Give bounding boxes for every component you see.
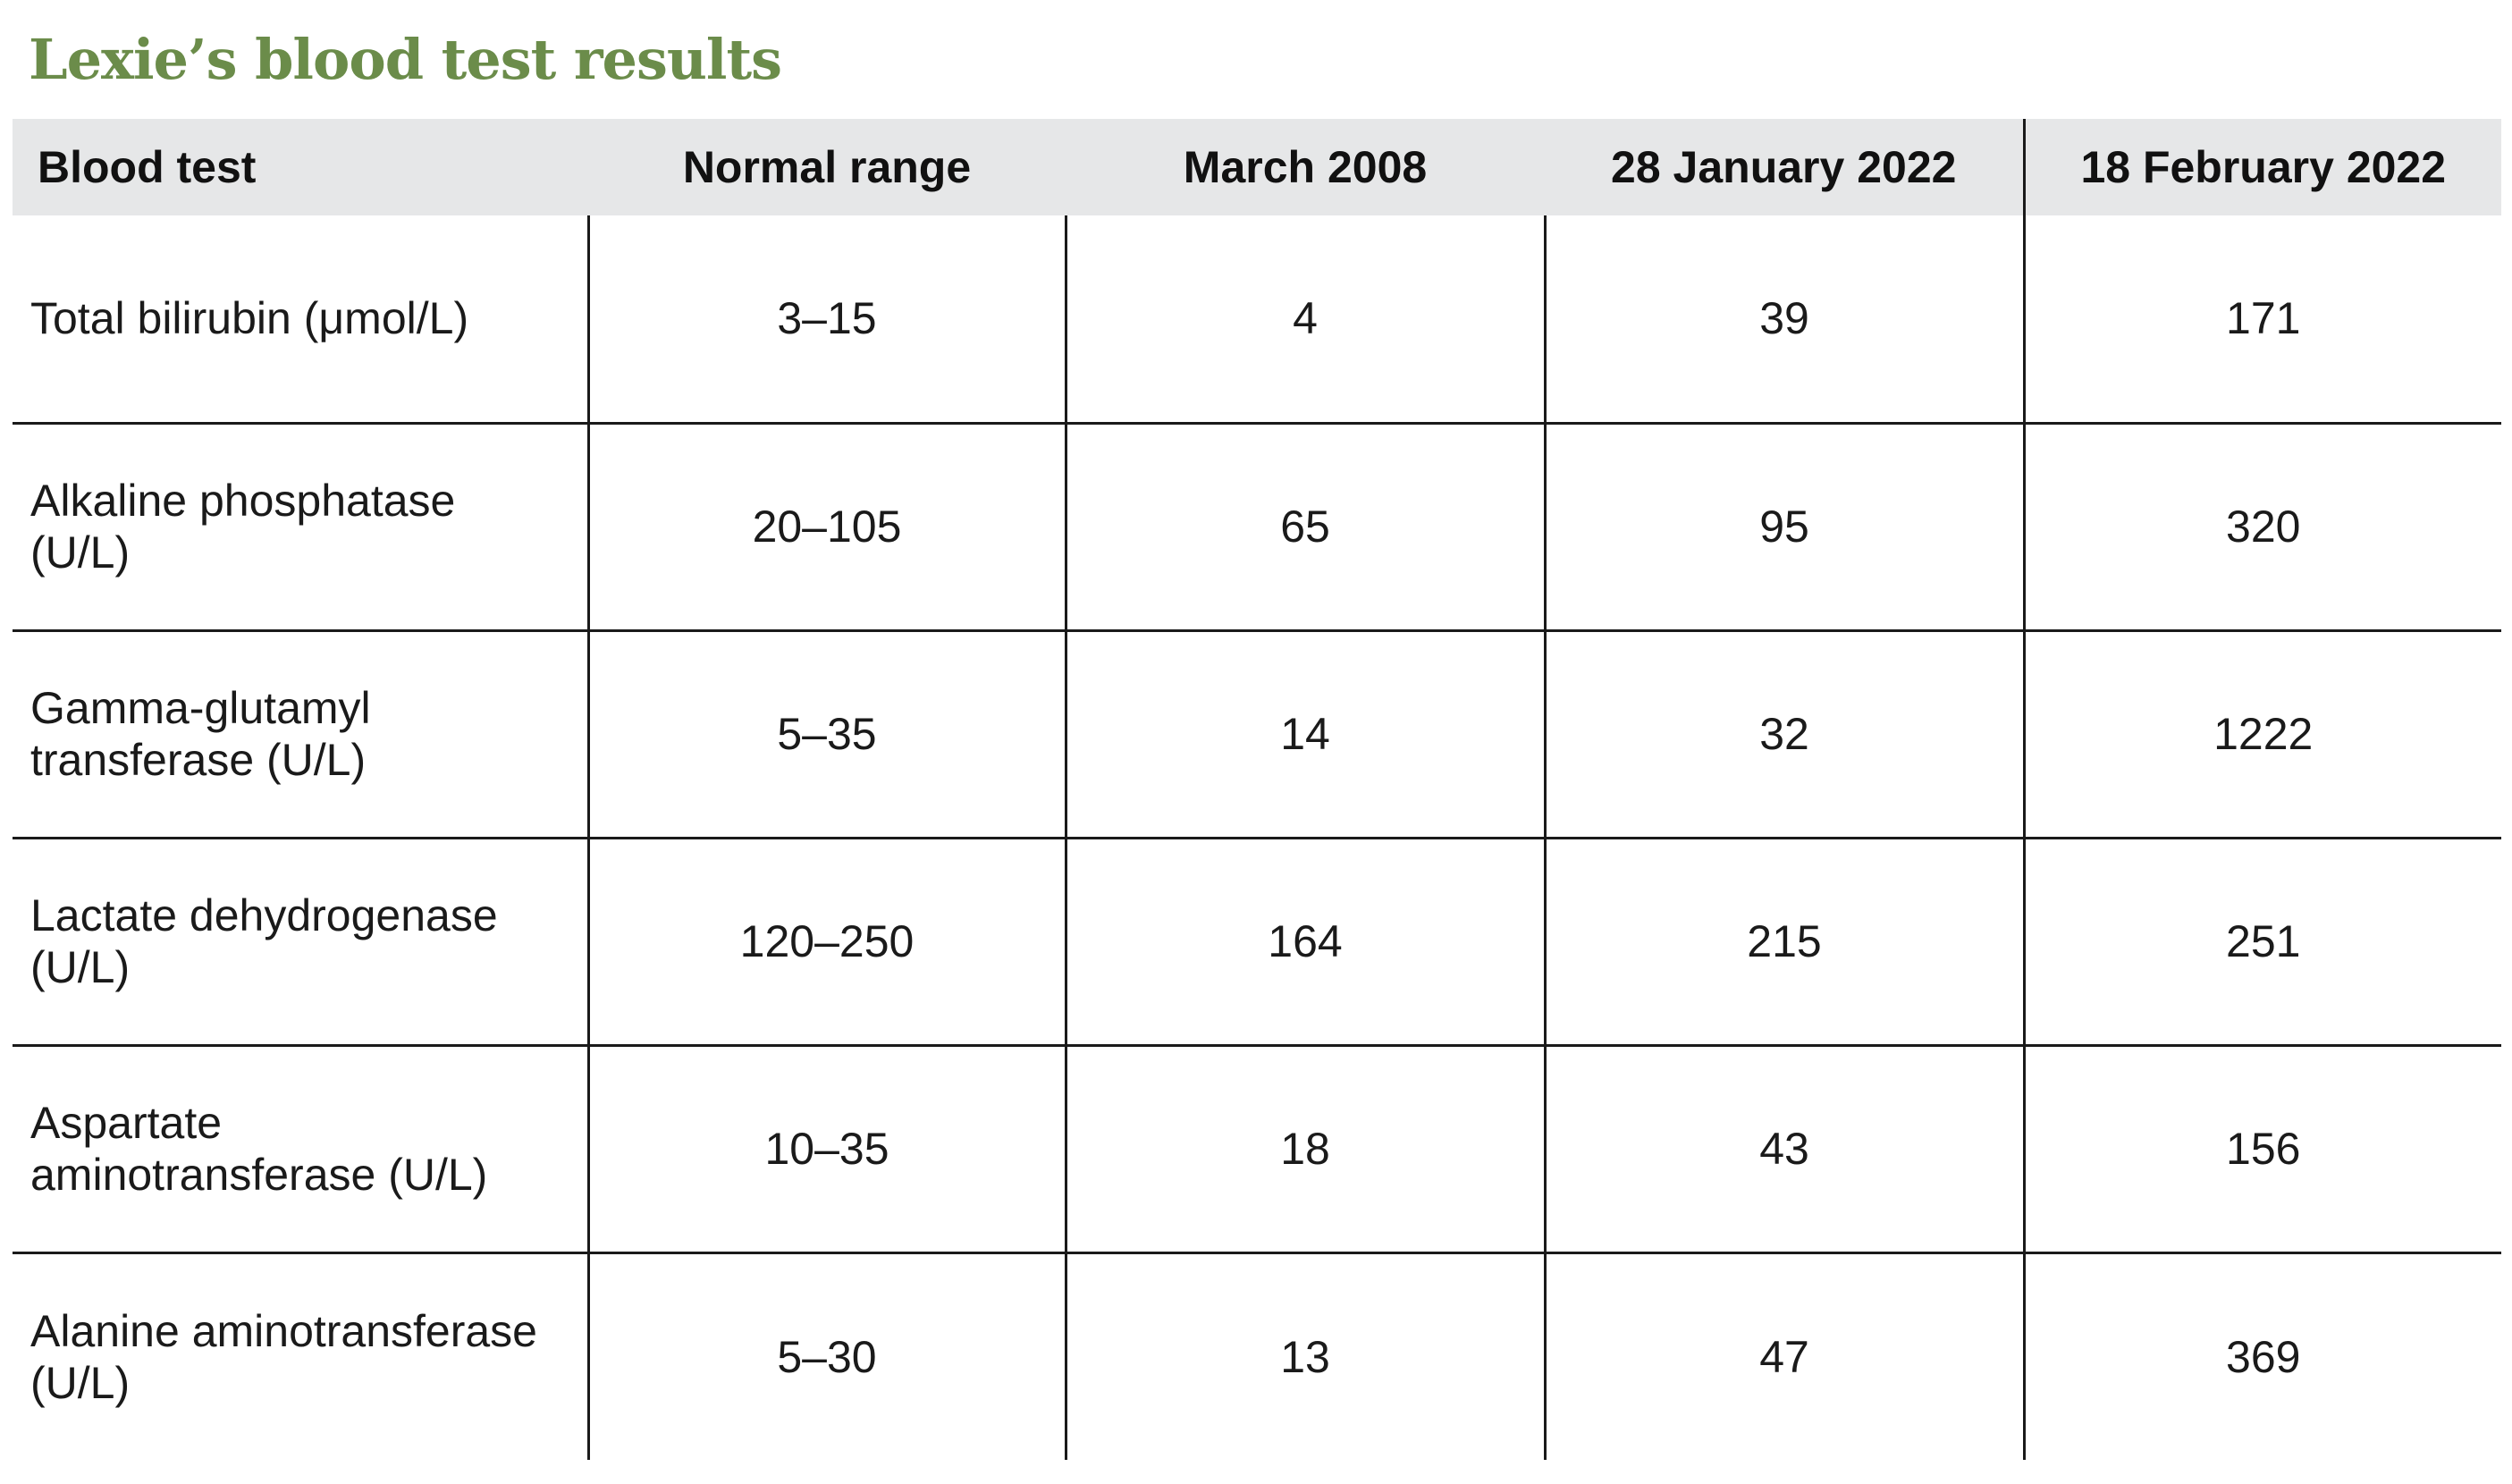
18-february-2022-value: 171: [2022, 215, 2501, 423]
normal-range-value: 5–35: [586, 628, 1066, 838]
normal-range-value: 10–35: [586, 1043, 1066, 1252]
28-january-2022-value: 43: [1543, 1043, 2024, 1252]
table-row: Total bilirubin (μmol/L) 3–15 4 39 171: [13, 215, 2501, 423]
page-title: Lexie’s blood test results: [29, 27, 782, 92]
normal-range-value: 120–250: [586, 836, 1066, 1045]
blood-test-name: Gamma-glutamyl transferase (U/L): [13, 628, 588, 838]
march-2008-value: 65: [1064, 421, 1545, 630]
table-row: Alkaline phosphatase (U/L) 20–105 65 95 …: [13, 421, 2501, 630]
blood-test-name: Lactate dehydrogenase (U/L): [13, 836, 588, 1045]
blood-test-name: Alkaline phosphatase (U/L): [13, 421, 588, 630]
table-row: Aspartate aminotransferase (U/L) 10–35 1…: [13, 1043, 2501, 1252]
normal-range-value: 20–105: [586, 421, 1066, 630]
18-february-2022-value: 1222: [2022, 628, 2501, 838]
blood-test-table: Blood test Normal range March 2008 28 Ja…: [13, 119, 2501, 1460]
table-row: Gamma-glutamyl transferase (U/L) 5–35 14…: [13, 628, 2501, 838]
table-row: Alanine aminotransferase (U/L) 5–30 13 4…: [13, 1251, 2501, 1460]
march-2008-value: 164: [1064, 836, 1545, 1045]
column-header-18-february-2022: 18 February 2022: [2022, 119, 2501, 215]
28-january-2022-value: 95: [1543, 421, 2024, 630]
blood-test-name: Total bilirubin (μmol/L): [30, 293, 469, 344]
march-2008-value: 13: [1064, 1251, 1545, 1460]
normal-range-value: 3–15: [586, 215, 1066, 423]
18-february-2022-value: 156: [2022, 1043, 2501, 1252]
28-january-2022-value: 47: [1543, 1251, 2024, 1460]
18-february-2022-value: 320: [2022, 421, 2501, 630]
march-2008-value: 4: [1064, 215, 1545, 423]
table-header: Blood test Normal range March 2008 28 Ja…: [13, 119, 2501, 215]
18-february-2022-value: 369: [2022, 1251, 2501, 1460]
blood-test-name: Aspartate aminotransferase (U/L): [13, 1043, 588, 1252]
column-header-march-2008: March 2008: [1066, 119, 1545, 215]
column-header-blood-test: Blood test: [13, 119, 588, 215]
blood-test-name: Alanine aminotransferase (U/L): [13, 1251, 588, 1460]
28-january-2022-value: 39: [1543, 215, 2024, 423]
table-body: Total bilirubin (μmol/L) 3–15 4 39 171 A…: [13, 215, 2501, 1460]
normal-range-value: 5–30: [586, 1251, 1066, 1460]
28-january-2022-value: 32: [1543, 628, 2024, 838]
header-row: Blood test Normal range March 2008 28 Ja…: [13, 119, 2501, 215]
28-january-2022-value: 215: [1543, 836, 2024, 1045]
table-row: Lactate dehydrogenase (U/L) 120–250 164 …: [13, 836, 2501, 1045]
column-header-28-january-2022: 28 January 2022: [1545, 119, 2024, 215]
march-2008-value: 14: [1064, 628, 1545, 838]
column-header-normal-range: Normal range: [588, 119, 1066, 215]
march-2008-value: 18: [1064, 1043, 1545, 1252]
18-february-2022-value: 251: [2022, 836, 2501, 1045]
